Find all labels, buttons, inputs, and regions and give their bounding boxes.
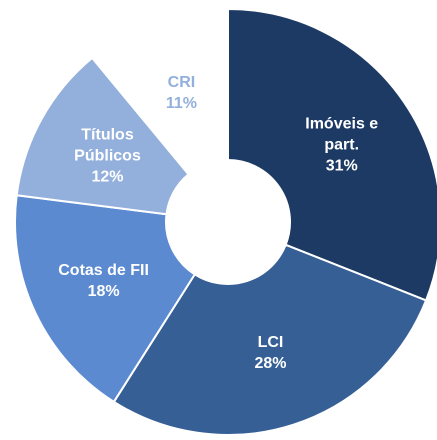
category-label: Imóveis e part. [305,115,379,154]
slice-label: Imóveis e part. 31% [290,113,394,176]
slice-label: LCI 28% [218,332,322,374]
category-label: Títulos Públicos [74,126,141,165]
value-label: 11% [165,94,197,112]
slice-label: Cotas de FII 18% [52,260,156,302]
category-label: Cotas de FII [58,261,149,279]
category-label: LCI [257,333,284,351]
donut-slice [90,7,229,176]
slice-label: Títulos Públicos 12% [56,124,160,187]
value-label: 28% [254,354,287,372]
donut-slice [14,194,197,404]
slice-label: CRI 11% [129,72,233,114]
category-label: CRI [167,73,196,91]
value-label: 18% [87,282,120,300]
value-label: 31% [325,157,358,175]
donut-slice [15,56,190,216]
donut-slice [112,243,428,436]
donut-slice [227,7,437,302]
value-label: 12% [91,168,124,186]
